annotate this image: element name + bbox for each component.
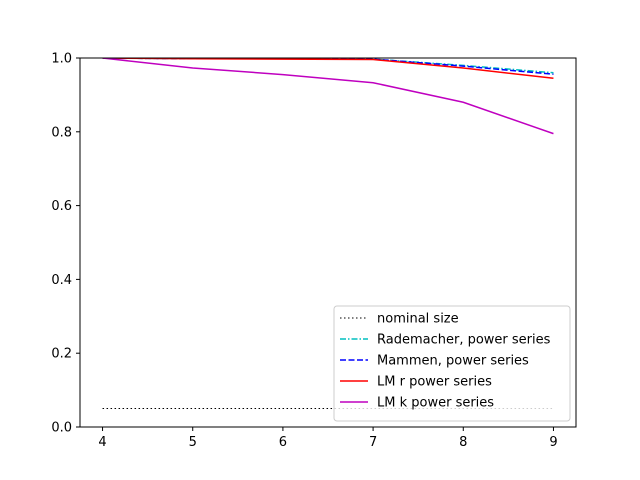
axes-frame (79, 57, 577, 428)
axes: 4 5 6 7 8 9 0.0 0.2 0.4 0.6 0.8 1.0 (51, 52, 557, 451)
x-tick-label: 7 (369, 435, 377, 450)
y-tick-label: 0.8 (51, 125, 72, 140)
legend-label: nominal size (377, 312, 459, 327)
y-tick-label: 0.6 (51, 199, 72, 214)
legend-box (333, 305, 571, 422)
legend-label: Mammen, power series (377, 354, 529, 369)
series-line-lm-k-power-series (102, 58, 554, 135)
x-tick-label: 8 (459, 435, 467, 450)
series-lines (102, 58, 554, 410)
y-tick-label: 1.0 (51, 52, 72, 67)
x-tick-label: 6 (279, 435, 287, 450)
plot-frame (79, 57, 577, 428)
series-line-lm-r-power-series (102, 58, 554, 80)
y-tick-label: 0.4 (51, 273, 72, 288)
series-line-rademacher-power-series (102, 58, 554, 74)
y-tick-label: 0.0 (51, 421, 72, 436)
x-tick-label: 5 (189, 435, 197, 450)
legend-label: LM k power series (377, 396, 494, 411)
legend-label: Rademacher, power series (377, 333, 551, 348)
y-tick-label: 0.2 (51, 347, 72, 362)
legend: nominal size Rademacher, power series Mamm… (333, 305, 571, 422)
x-tick-label: 4 (98, 435, 106, 450)
legend-label: LM r power series (377, 375, 492, 390)
x-tick-label: 9 (549, 435, 557, 450)
